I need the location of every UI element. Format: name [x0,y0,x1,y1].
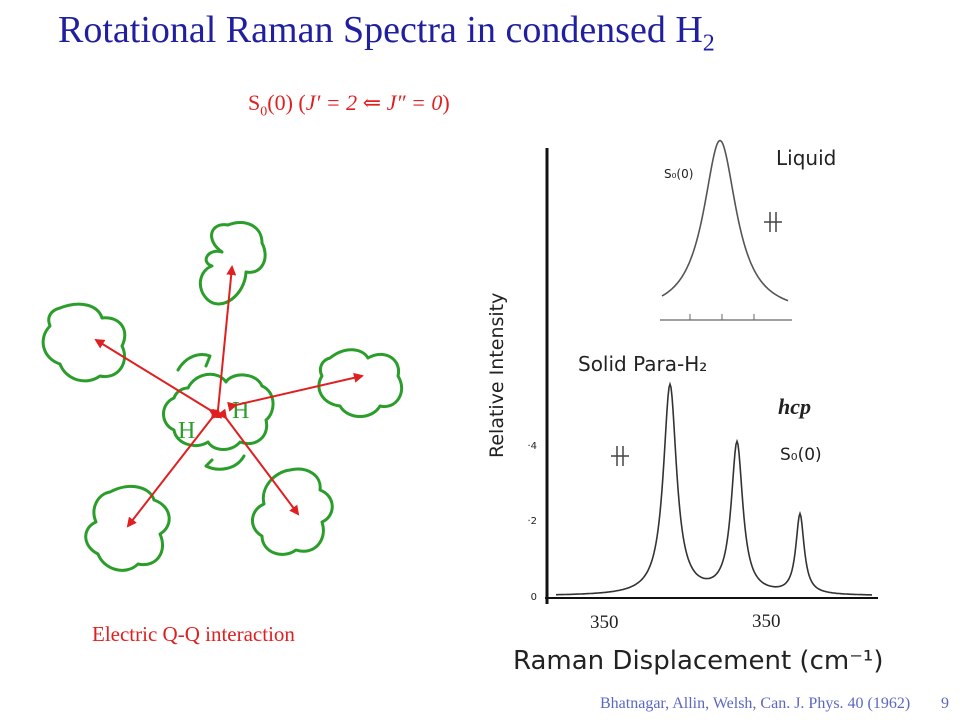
y-tick-labels: 0 ·2 ·4 [527,441,537,603]
transition-upper-state: J′ = 2 [305,90,358,115]
solid-title: Solid Para-H₂ [578,352,707,376]
x-axis-label: Raman Displacement (cm⁻¹) [513,646,884,676]
solid-slit-width-icon [611,446,629,466]
atom-label-left: H [178,418,195,444]
title-subscript: 2 [702,30,715,57]
transition-arg: (0) ( [267,90,306,115]
diagram-caption: Electric Q-Q interaction [92,622,295,646]
liquid-spectrum-line [661,139,789,302]
molecule-upper-left [41,302,127,383]
transition-lower-state: J″ = 0 [386,90,443,115]
liquid-inset: S₀(0) Liquid [660,139,836,321]
transition-arrow: ⇐ [362,90,382,115]
y-tick-label-0: 0 [531,592,537,603]
y-tick-label-1: ·2 [527,516,537,527]
arrow-to-upper-left [94,338,220,419]
arrow-to-lower-right [217,408,300,516]
transition-label: S0(0) (J′ = 2 ⇐ J″ = 0) [248,90,450,120]
molecule-lower-left [84,484,171,572]
interaction-arrows [94,265,364,528]
citation: Bhatnagar, Allin, Welsh, Can. J. Phys. 4… [600,695,911,712]
raman-spectrum-chart: Relative Intensity 0 ·2 ·4 S₀(0) Liquid … [486,139,884,676]
liquid-slit-width-icon [764,212,782,232]
transition-close: ) [442,90,450,115]
title-text: Rotational Raman Spectra in condensed H [58,9,703,51]
arrow-to-lower-left [126,408,221,528]
arrow-to-top [212,265,237,419]
y-axis-label: Relative Intensity [486,293,508,458]
rotation-arrow-bottom-icon [204,454,246,471]
slide-number: 9 [941,695,949,712]
rotation-arrow-top-icon [176,353,212,372]
molecule-lower-right [251,467,334,556]
slide-title: Rotational Raman Spectra in condensed H2 [58,8,715,58]
liquid-inset-label: S₀(0) [664,167,693,181]
hydrogen-cluster-diagram [41,220,404,572]
peak-label: S₀(0) [780,445,822,465]
x-tick-label-2: 350 [752,611,781,632]
arrow-to-right [227,372,364,412]
x-tick-label-1: 350 [590,612,619,633]
transition-symbol: S [248,90,261,115]
hcp-annotation: hcp [778,394,811,419]
y-tick-label-2: ·4 [527,441,537,452]
solid-spectrum-line [556,381,872,596]
molecule-top [198,220,267,306]
transition-subscript: 0 [260,104,268,120]
liquid-title: Liquid [776,146,836,170]
